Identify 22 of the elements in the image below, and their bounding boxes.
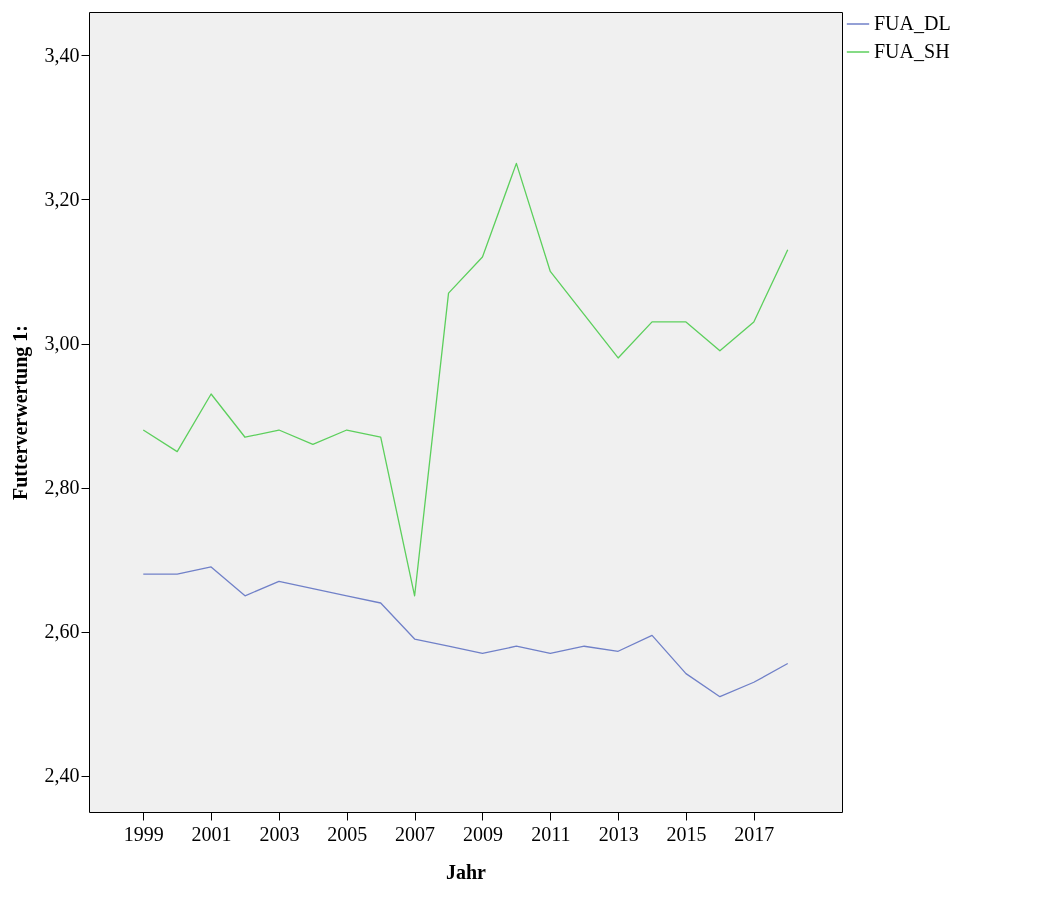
- x-tick-label: 2005: [327, 822, 368, 845]
- y-tick-label: 3,00: [44, 332, 80, 355]
- y-tick-label: 2,60: [44, 620, 80, 643]
- y-tick-label: 2,40: [44, 764, 80, 787]
- x-tick-label: 1999: [123, 822, 164, 845]
- y-tick-label: 3,40: [44, 43, 80, 66]
- x-tick-label: 2013: [598, 822, 639, 845]
- line-series: [142, 566, 789, 698]
- x-axis-title: Jahr: [446, 860, 487, 883]
- line-series: [142, 162, 789, 597]
- x-tick-label: 2007: [395, 822, 436, 845]
- x-tick-label: 2003: [259, 822, 300, 845]
- x-tick-label: 2017: [734, 822, 775, 845]
- x-tick-label: 2011: [531, 822, 571, 845]
- y-axis-title: Futterverwertung 1:: [8, 325, 32, 500]
- x-tick-label: 2015: [666, 822, 707, 845]
- legend-label: FUA_DL: [874, 12, 951, 34]
- y-tick-label: 2,80: [44, 476, 80, 499]
- legend-label: FUA_SH: [874, 40, 950, 62]
- x-tick-label: 2001: [191, 822, 232, 845]
- x-tick-label: 2009: [462, 822, 503, 845]
- y-tick-label: 3,20: [44, 187, 80, 210]
